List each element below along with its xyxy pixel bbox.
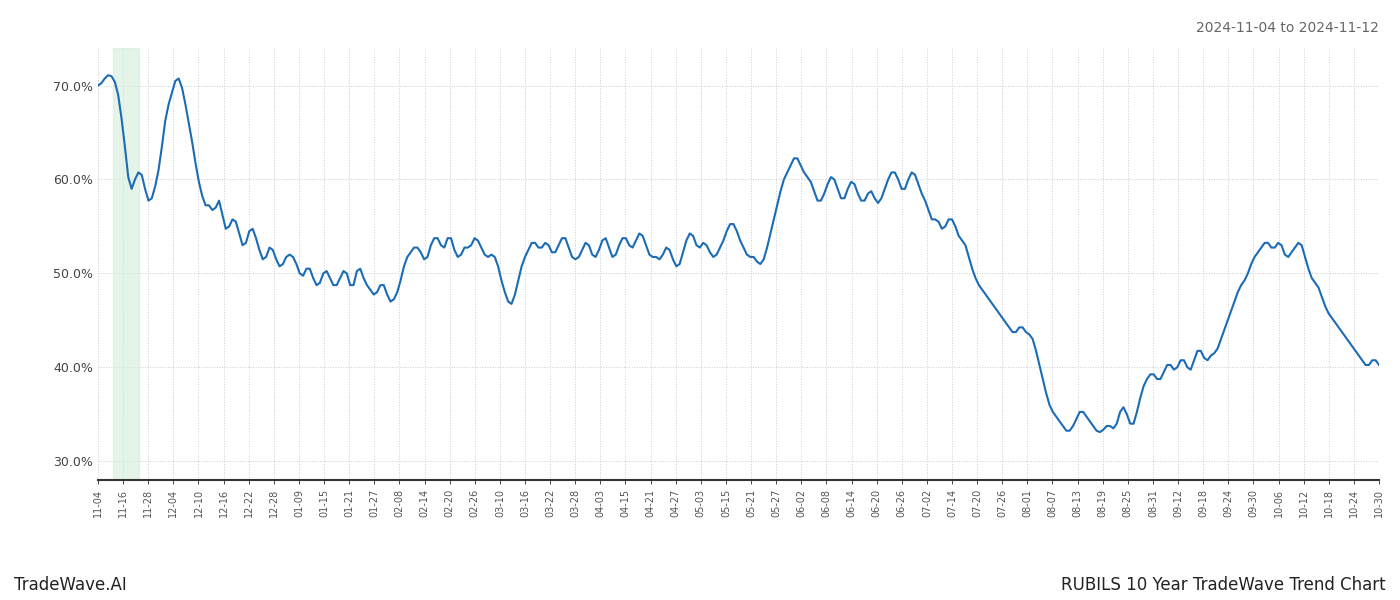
Text: TradeWave.AI: TradeWave.AI bbox=[14, 576, 127, 594]
Text: RUBILS 10 Year TradeWave Trend Chart: RUBILS 10 Year TradeWave Trend Chart bbox=[1061, 576, 1386, 594]
Text: 2024-11-04 to 2024-11-12: 2024-11-04 to 2024-11-12 bbox=[1196, 21, 1379, 35]
Bar bbox=[113, 48, 139, 480]
